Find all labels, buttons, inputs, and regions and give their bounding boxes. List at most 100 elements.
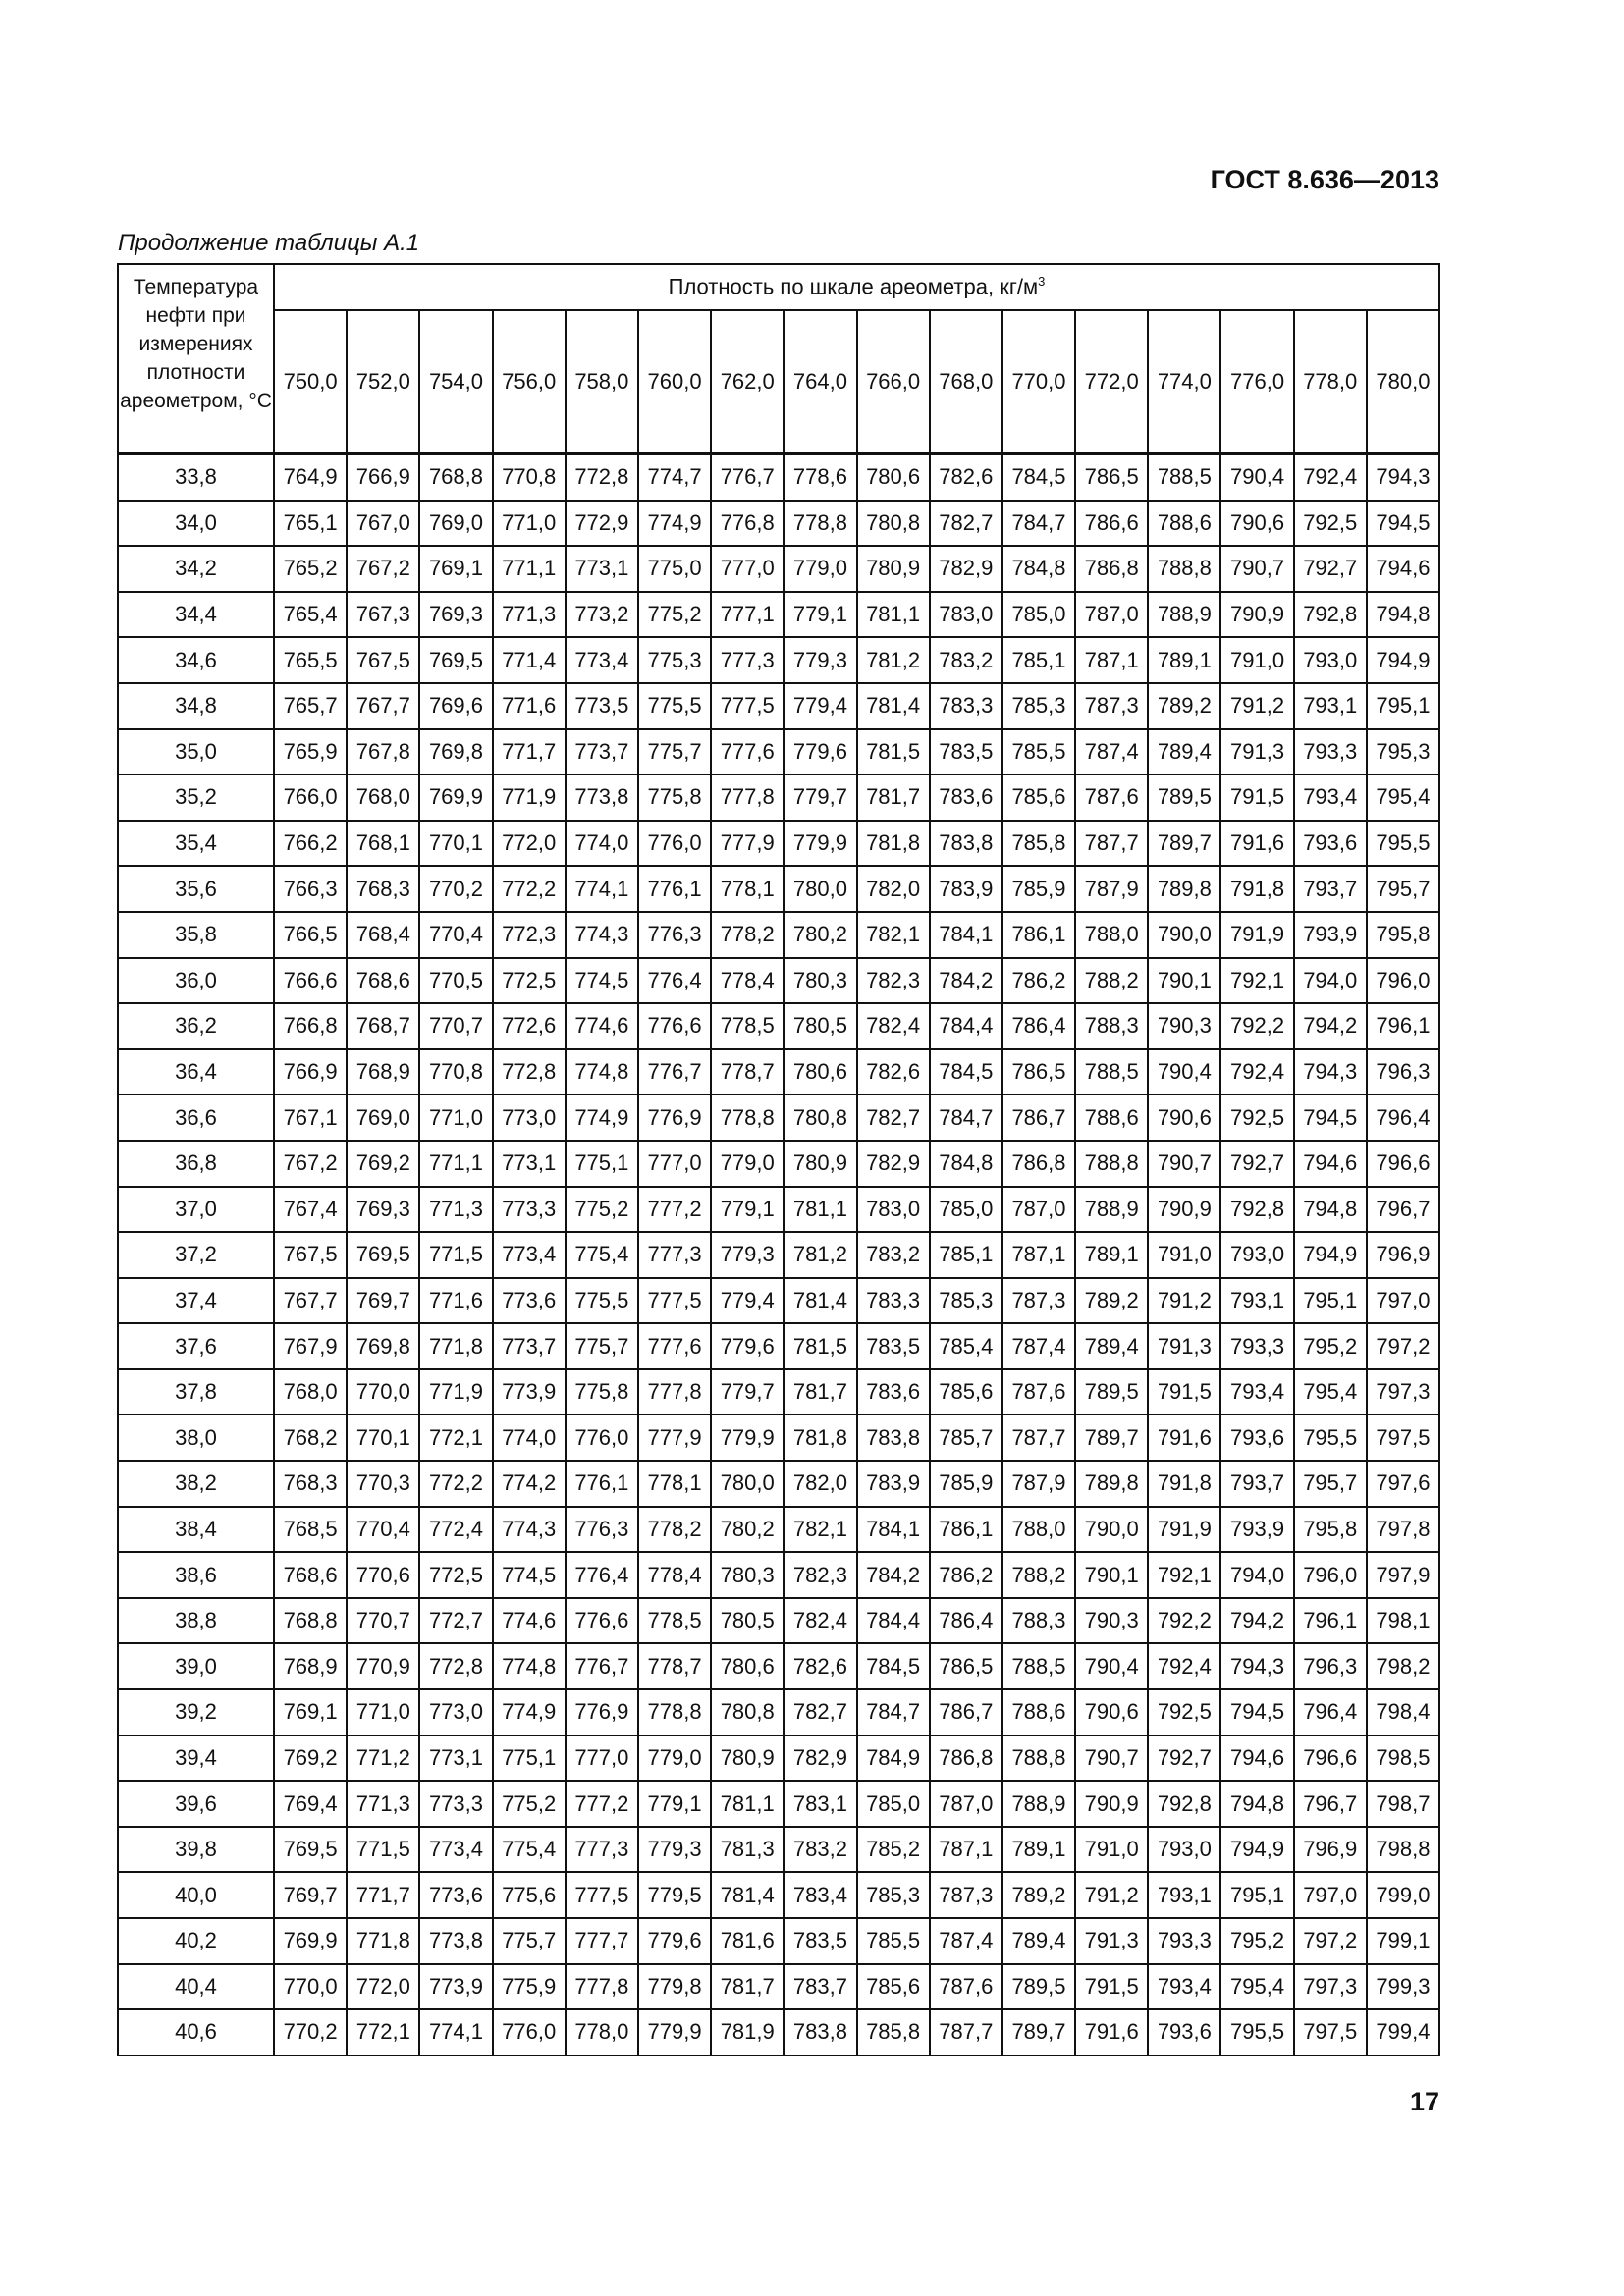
density-cell: 768,6 (272, 1551, 349, 1599)
temperature-cell: 39,2 (117, 1688, 275, 1736)
density-cell: 785,3 (855, 1871, 931, 1919)
density-cell: 783,6 (928, 774, 1003, 822)
density-cell: 782,6 (855, 1047, 931, 1096)
density-cell: 777,6 (710, 727, 785, 776)
density-cell: 792,1 (1219, 956, 1295, 1005)
density-cell: 796,3 (1292, 1642, 1368, 1691)
density-cell: 784,7 (928, 1094, 1003, 1142)
density-cell: 774,6 (564, 1002, 639, 1050)
density-cell: 791,0 (1074, 1825, 1150, 1874)
column-header: 760,0 (636, 309, 713, 455)
density-cell: 769,5 (346, 1231, 421, 1279)
density-cell: 796,7 (1365, 1185, 1441, 1234)
temperature-cell: 37,8 (117, 1367, 275, 1416)
density-cell: 792,8 (1292, 590, 1368, 639)
density-cell: 774,5 (491, 1551, 567, 1599)
density-cell: 794,5 (1292, 1094, 1368, 1142)
density-cell: 788,5 (1001, 1642, 1077, 1691)
density-cell: 769,5 (418, 636, 494, 684)
density-cell: 787,6 (1074, 774, 1150, 822)
column-header: 772,0 (1074, 309, 1150, 455)
density-cell: 779,6 (710, 1322, 785, 1370)
density-cell: 768,8 (418, 453, 494, 502)
temperature-cell: 33,8 (117, 453, 275, 502)
density-cell: 791,9 (1147, 1505, 1222, 1554)
density-cell: 794,2 (1292, 1002, 1368, 1050)
density-cell: 794,6 (1219, 1734, 1295, 1783)
density-cell: 773,8 (418, 1917, 494, 1965)
density-cell: 779,0 (710, 1139, 785, 1188)
density-cell: 794,6 (1292, 1139, 1368, 1188)
density-cell: 779,7 (783, 774, 858, 822)
table-row: 35,4 766,2 768,1 770,1 772,0 774,0 776,0 777,9 7… (117, 819, 1441, 868)
density-cell: 773,3 (491, 1185, 567, 1234)
density-cell: 785,0 (928, 1185, 1003, 1234)
table-row: 37,4 767,7 769,7 771,6 773,6 775,5 777,5 779,4 7… (117, 1276, 1441, 1325)
density-cell: 769,7 (272, 1871, 349, 1919)
density-cell: 775,9 (491, 1962, 567, 2011)
density-cell: 773,1 (491, 1139, 567, 1188)
density-cell: 793,1 (1219, 1276, 1295, 1325)
density-cell: 787,9 (1074, 865, 1150, 913)
density-cell: 790,9 (1074, 1780, 1150, 1828)
density-cell: 771,4 (491, 636, 567, 684)
density-cell: 789,8 (1147, 865, 1222, 913)
density-cell: 779,1 (710, 1185, 785, 1234)
density-cell: 796,6 (1292, 1734, 1368, 1783)
density-cell: 797,0 (1365, 1276, 1441, 1325)
density-cell: 784,1 (928, 910, 1003, 959)
density-cell: 778,7 (710, 1047, 785, 1096)
density-cell: 796,9 (1365, 1231, 1441, 1279)
density-cell: 788,8 (1074, 1139, 1150, 1188)
density-cell: 777,3 (636, 1231, 713, 1279)
density-cell: 771,0 (418, 1094, 494, 1142)
density-cell: 776,7 (636, 1047, 713, 1096)
density-cell: 769,3 (418, 590, 494, 639)
density-cell: 780,0 (710, 1460, 785, 1508)
density-cell: 771,3 (346, 1780, 421, 1828)
density-cell: 773,4 (564, 636, 639, 684)
density-cell: 774,0 (491, 1414, 567, 1463)
density-cell: 772,2 (491, 865, 567, 913)
density-cell: 788,5 (1147, 453, 1222, 502)
density-cell: 765,2 (272, 545, 349, 593)
density-cell: 787,3 (1001, 1276, 1077, 1325)
standard-designation: ГОСТ 8.636—2013 (1210, 165, 1439, 194)
density-cell: 799,4 (1365, 2008, 1441, 2056)
table-row: 37,2 767,5 769,5 771,5 773,4 775,4 777,3 779,3 7… (117, 1231, 1441, 1279)
density-cell: 782,7 (855, 1094, 931, 1142)
column-header: 770,0 (1001, 309, 1077, 455)
density-cell: 794,8 (1292, 1185, 1368, 1234)
temperature-cell: 39,4 (117, 1734, 275, 1783)
table-row: 35,2 766,0 768,0 769,9 771,9 773,8 775,8 777,8 7… (117, 774, 1441, 822)
density-cell: 773,7 (564, 727, 639, 776)
density-cell: 789,5 (1147, 774, 1222, 822)
density-cell: 797,5 (1365, 1414, 1441, 1463)
density-cell: 798,2 (1365, 1642, 1441, 1691)
density-cell: 791,2 (1147, 1276, 1222, 1325)
density-cell: 765,5 (272, 636, 349, 684)
density-cell: 778,0 (564, 2008, 639, 2056)
density-cell: 785,5 (1001, 727, 1077, 776)
density-cell: 787,0 (928, 1780, 1003, 1828)
density-cell: 774,9 (491, 1688, 567, 1736)
density-cell: 767,3 (346, 590, 421, 639)
temperature-cell: 34,6 (117, 636, 275, 684)
table-row: 38,6 768,6 770,6 772,5 774,5 776,4 778,4 780,3 7… (117, 1551, 1441, 1599)
density-cell: 770,1 (346, 1414, 421, 1463)
density-cell: 766,6 (272, 956, 349, 1005)
density-cell: 777,5 (564, 1871, 639, 1919)
density-cell: 769,7 (346, 1276, 421, 1325)
density-cell: 793,1 (1147, 1871, 1222, 1919)
density-cell: 770,2 (272, 2008, 349, 2056)
density-cell: 795,5 (1292, 1414, 1368, 1463)
density-cell: 778,1 (636, 1460, 713, 1508)
density-cell: 783,3 (855, 1276, 931, 1325)
table-row: 37,0 767,4 769,3 771,3 773,3 775,2 777,2 779,1 7… (117, 1185, 1441, 1234)
density-cell: 769,2 (272, 1734, 349, 1783)
density-cell: 785,9 (1001, 865, 1077, 913)
density-cell: 794,8 (1219, 1780, 1295, 1828)
density-cell: 766,9 (272, 1047, 349, 1096)
density-cell: 785,4 (928, 1322, 1003, 1370)
temperature-cell: 34,8 (117, 681, 275, 730)
